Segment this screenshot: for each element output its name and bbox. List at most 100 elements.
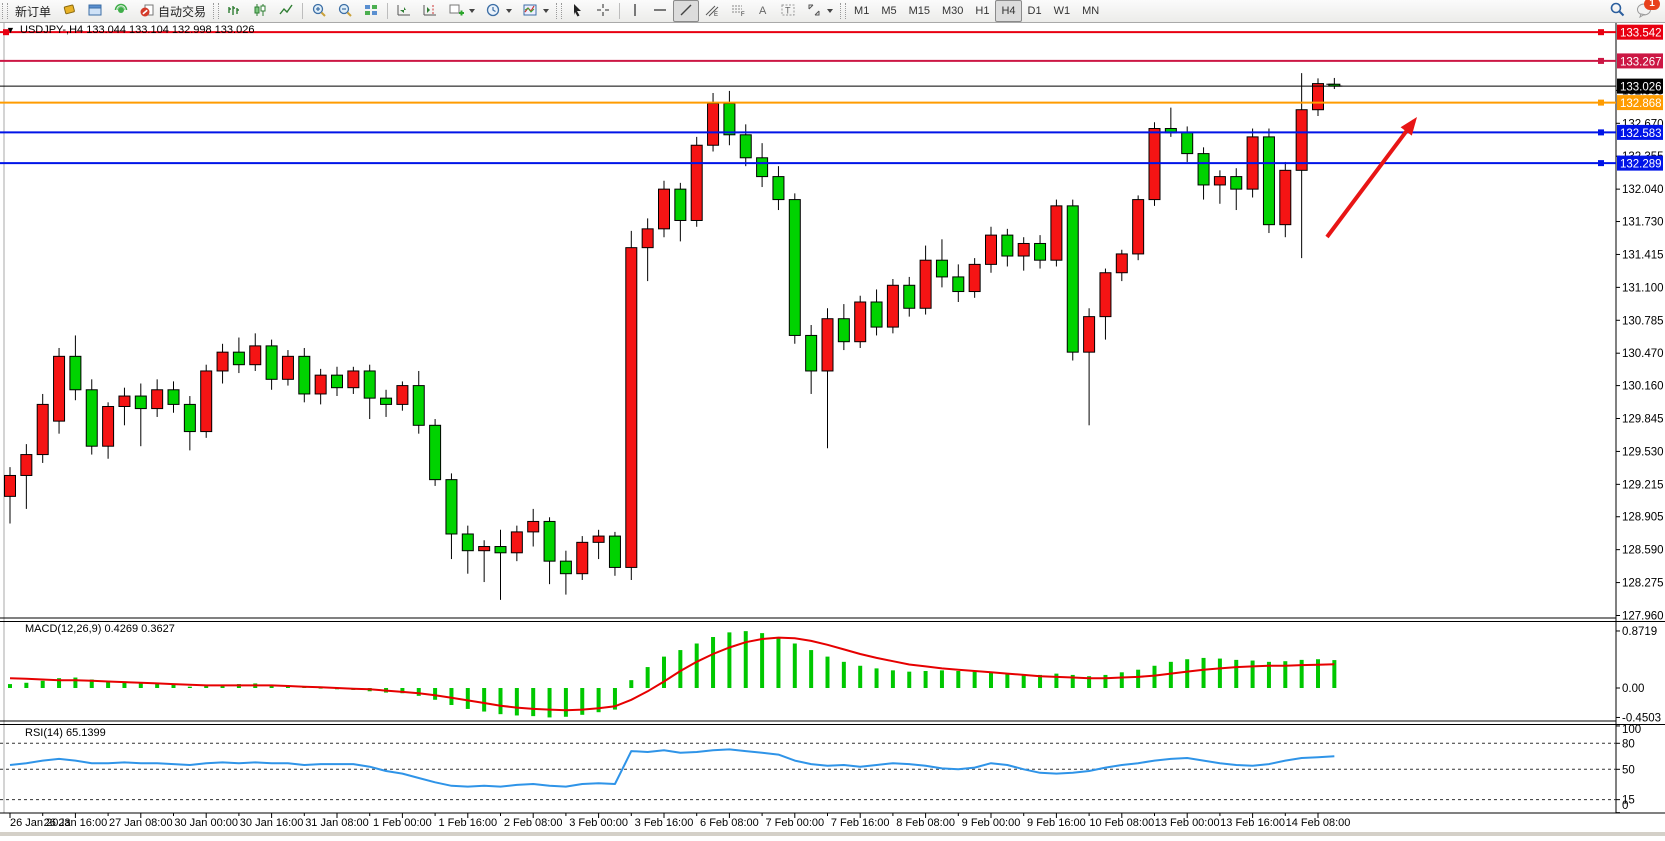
candle — [805, 334, 818, 372]
price-tick-label: 131.100 — [1622, 282, 1664, 294]
hline-right-handle[interactable] — [1598, 99, 1604, 106]
timeframe-mn-button[interactable]: MN — [1082, 5, 1100, 17]
timeframe-m30-button[interactable]: M30 — [942, 5, 964, 17]
fibonacci-button[interactable]: F — [725, 0, 751, 22]
vline-icon — [628, 2, 642, 21]
timeframe-w1-button[interactable]: W1 — [1053, 5, 1071, 17]
window-bottom-edge — [0, 832, 1665, 836]
line-chart-icon — [278, 2, 294, 21]
candlestick-button[interactable] — [247, 0, 273, 22]
chart-window-button[interactable] — [82, 0, 108, 22]
chart-window[interactable]: 132.985132.670132.355132.040131.730131.4… — [0, 23, 1665, 836]
candle — [249, 345, 262, 366]
candle — [968, 263, 981, 293]
candle — [952, 276, 965, 293]
price-tick-label: 129.845 — [1622, 414, 1664, 426]
search-button[interactable] — [1604, 0, 1631, 22]
svg-text:A: A — [759, 5, 767, 17]
hline-right-handle[interactable] — [1598, 160, 1604, 167]
hline-right-handle[interactable] — [1598, 57, 1604, 64]
candle — [1312, 83, 1324, 111]
tile-windows-icon — [363, 2, 379, 21]
template-button[interactable] — [517, 0, 554, 22]
main-toolbar: 新订单 自动交易 — [0, 0, 1665, 23]
candle — [854, 301, 867, 343]
toolbar-grip[interactable] — [840, 3, 847, 19]
notifications-button[interactable]: 1 — [1631, 0, 1660, 22]
toolbar-separator — [387, 3, 389, 19]
time-label: 3 Feb 00:00 — [569, 817, 628, 829]
toolbar-grip[interactable] — [556, 3, 563, 19]
candle — [903, 284, 916, 309]
vline-button[interactable] — [623, 0, 647, 22]
candle — [1213, 176, 1226, 186]
bar-chart-button[interactable] — [221, 0, 247, 22]
hline-right-handle[interactable] — [1598, 129, 1604, 136]
add-indicator-button[interactable] — [443, 0, 480, 22]
macd-tick-label: -0.4503 — [1622, 712, 1661, 724]
hline-left-handle[interactable] — [3, 29, 9, 36]
hline-right-handle[interactable] — [1598, 29, 1604, 36]
text-button[interactable]: A — [751, 0, 775, 22]
candle — [1230, 176, 1243, 190]
timeframe-h1-button[interactable]: H1 — [975, 5, 990, 17]
line-chart-button[interactable] — [273, 0, 299, 22]
candle — [1115, 253, 1128, 274]
rsi-tick-label: 0 — [1622, 800, 1628, 812]
time-label: 13 Feb 16:00 — [1220, 817, 1285, 829]
new-order-button[interactable]: 新订单 — [10, 0, 56, 22]
auto-scroll-button[interactable] — [391, 0, 417, 22]
time-label: 27 Jan 08:00 — [109, 817, 173, 829]
channel-button[interactable]: E — [699, 0, 725, 22]
timeframe-m15-button[interactable]: M15 — [908, 5, 930, 17]
time-label: 2 Feb 08:00 — [504, 817, 563, 829]
periods-button[interactable] — [480, 0, 517, 22]
broadcast-button[interactable] — [108, 0, 134, 22]
candlestick-icon — [252, 2, 268, 21]
candle — [85, 389, 98, 447]
candle — [232, 351, 245, 366]
shapes-icon — [806, 2, 822, 21]
price-badge-label: 133.267 — [1620, 56, 1662, 68]
candle — [4, 474, 16, 497]
chart-canvas[interactable]: 132.985132.670132.355132.040131.730131.4… — [0, 23, 1665, 836]
label-button[interactable]: T — [775, 0, 801, 22]
gold-button[interactable] — [56, 0, 82, 22]
periods-icon — [485, 2, 501, 21]
candle — [674, 188, 687, 221]
candle — [690, 144, 703, 221]
candle — [1050, 205, 1063, 261]
candle — [281, 355, 294, 380]
candle — [707, 102, 720, 146]
candle — [543, 520, 556, 562]
price-tick-label: 132.040 — [1622, 184, 1664, 196]
candle — [494, 546, 507, 554]
chart-shift-button[interactable] — [417, 0, 443, 22]
toolbar-separator — [619, 3, 621, 19]
trendline-button[interactable] — [673, 0, 700, 22]
shapes-button[interactable] — [801, 0, 838, 22]
symbol-dropdown-icon[interactable]: ▼ — [6, 25, 15, 35]
candle — [429, 424, 442, 481]
toolbar-grip[interactable] — [2, 3, 8, 19]
candle — [69, 355, 82, 391]
timeframe-m1-button[interactable]: M1 — [854, 5, 870, 17]
time-label: 3 Feb 16:00 — [635, 817, 694, 829]
timeframe-m5-button[interactable]: M5 — [881, 5, 897, 17]
trend-arrow-object[interactable] — [1325, 117, 1417, 239]
notification-count-badge: 1 — [1644, 0, 1660, 10]
hline-button[interactable] — [647, 0, 673, 22]
candle — [772, 176, 785, 201]
autotrade-button[interactable]: 自动交易 — [134, 0, 211, 22]
time-label: 10 Feb 08:00 — [1089, 817, 1154, 829]
zoom-out-button[interactable] — [332, 0, 358, 22]
time-label: 13 Feb 00:00 — [1155, 817, 1220, 829]
timeframe-h4-button[interactable]: H4 — [995, 0, 1022, 22]
candle — [1083, 316, 1096, 353]
cursor-button[interactable] — [564, 0, 590, 22]
toolbar-grip[interactable] — [213, 3, 220, 19]
tile-windows-button[interactable] — [358, 0, 384, 22]
timeframe-d1-button[interactable]: D1 — [1027, 5, 1042, 17]
crosshair-button[interactable] — [590, 0, 616, 22]
zoom-in-button[interactable] — [306, 0, 332, 22]
